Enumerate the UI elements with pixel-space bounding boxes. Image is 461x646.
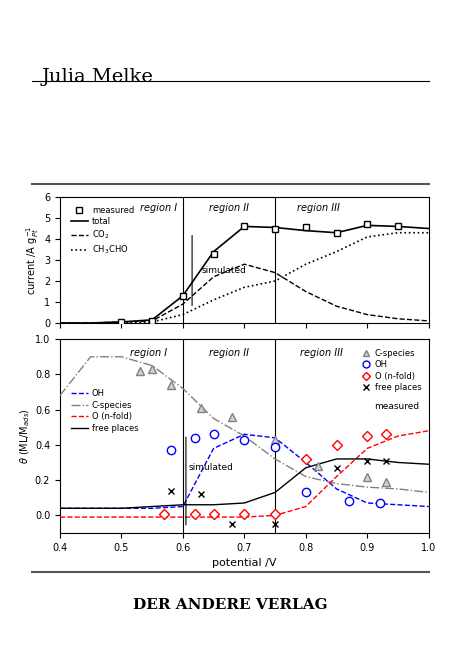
Text: region III: region III bbox=[296, 203, 340, 213]
Text: DER ANDERE VERLAG: DER ANDERE VERLAG bbox=[133, 598, 328, 612]
Y-axis label: current /A g$_{Pt}^{-1}$: current /A g$_{Pt}^{-1}$ bbox=[24, 225, 41, 295]
Text: simulated: simulated bbox=[189, 463, 234, 472]
Legend: C-species, OH, O (n-fold), free places: C-species, OH, O (n-fold), free places bbox=[359, 345, 425, 395]
Text: region II: region II bbox=[209, 203, 249, 213]
Text: Julia Melke: Julia Melke bbox=[41, 68, 154, 86]
Text: region II: region II bbox=[209, 348, 249, 358]
Text: region III: region III bbox=[300, 348, 343, 358]
Text: region I: region I bbox=[140, 203, 177, 213]
Text: region I: region I bbox=[130, 348, 168, 358]
Y-axis label: $\theta$ (ML/M$_{ads}$): $\theta$ (ML/M$_{ads}$) bbox=[18, 408, 32, 464]
Text: simulated: simulated bbox=[201, 266, 246, 275]
Text: measured: measured bbox=[374, 402, 420, 412]
Legend: measured, total, CO$_2$, CH$_3$CHO: measured, total, CO$_2$, CH$_3$CHO bbox=[68, 202, 137, 260]
X-axis label: potential /V: potential /V bbox=[212, 558, 277, 568]
